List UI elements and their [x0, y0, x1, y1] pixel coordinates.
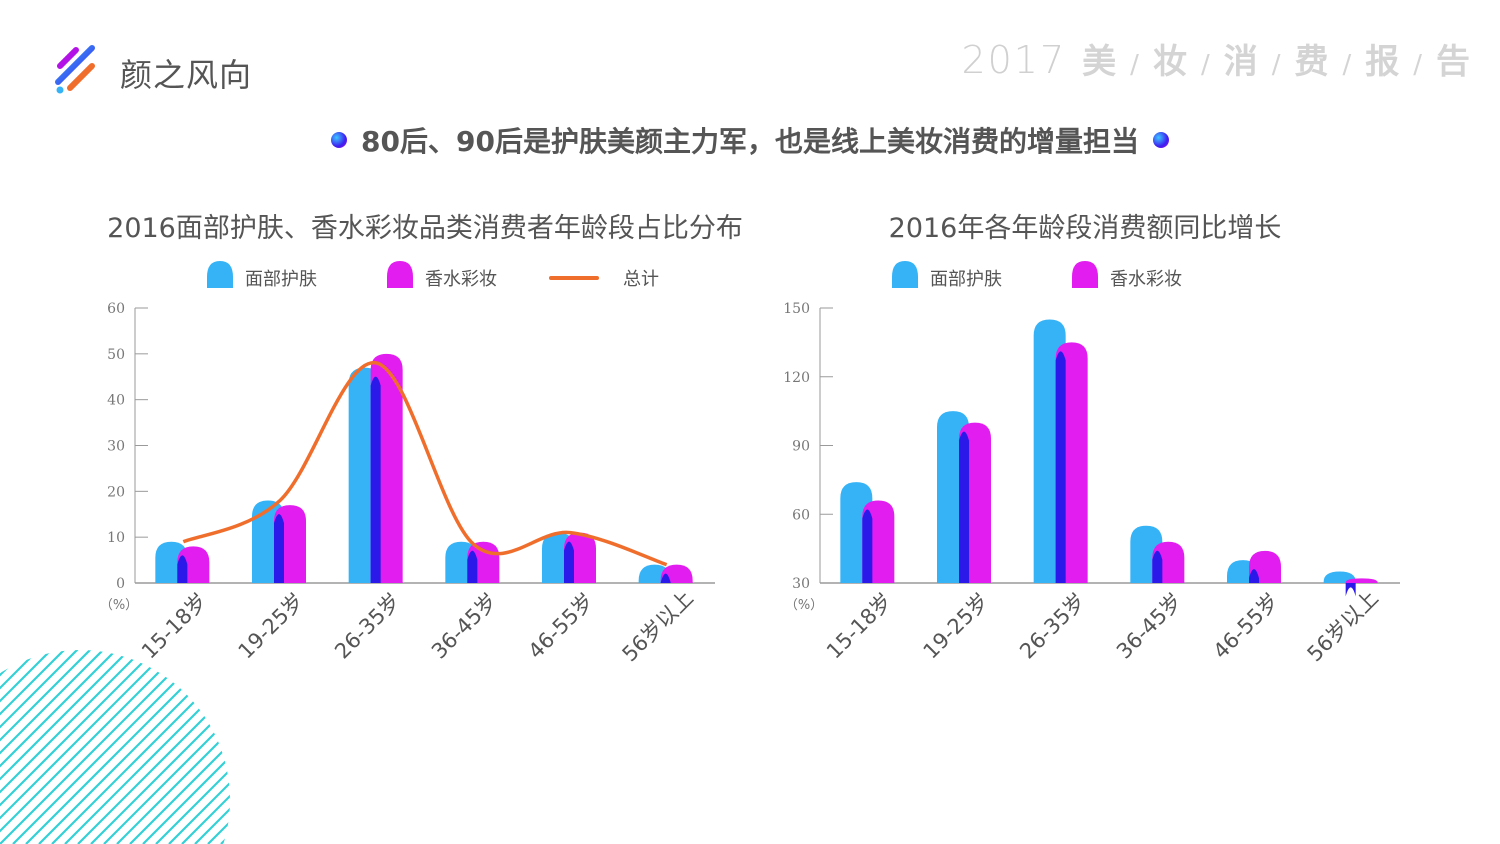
report-title-char: 报: [1365, 42, 1402, 82]
bar-overlap: [1152, 550, 1163, 583]
x-tick-label: 26-35岁: [1015, 589, 1090, 664]
bar-overlap: [1345, 583, 1356, 597]
bar-makeup: [1345, 578, 1378, 583]
x-tick-label: 19-25岁: [234, 589, 309, 664]
y-tick-label: 150: [783, 301, 810, 317]
y-tick-label: 90: [792, 439, 810, 455]
legend-swatch: [387, 261, 413, 288]
x-tick-label: 36-45岁: [1112, 589, 1187, 664]
y-tick-label: 20: [107, 484, 125, 500]
bar-overlap: [467, 550, 478, 583]
legend-label: 面部护肤: [245, 269, 317, 290]
y-tick-label: 40: [107, 393, 125, 409]
report-year: 2017: [961, 38, 1067, 82]
bar-overlap: [177, 555, 188, 583]
chart-title: 2016年各年龄段消费额同比增长: [889, 213, 1282, 244]
bar-skin: [1323, 571, 1356, 583]
y-tick-label: 30: [107, 439, 125, 455]
legend-label: 面部护肤: [930, 269, 1002, 290]
decorative-stripes: [0, 650, 230, 844]
bar-overlap: [660, 573, 671, 583]
unit-label: （%）: [100, 598, 138, 613]
legend-label: 总计: [623, 269, 659, 290]
report-title: 2017 美 / 妆 / 消 / 费 / 报 / 告: [961, 34, 1472, 83]
report-title-char: 告: [1436, 42, 1472, 82]
x-tick-label: 26-35岁: [330, 589, 405, 664]
x-tick-label: 19-25岁: [919, 589, 994, 664]
x-tick-label: 46-55岁: [1209, 589, 1284, 664]
y-tick-label: 60: [792, 507, 810, 523]
y-tick-label: 120: [783, 370, 810, 386]
bar-overlap: [274, 514, 284, 583]
legend-swatch: [207, 261, 233, 288]
x-tick-label: 56岁以上: [618, 586, 698, 666]
report-title-char: 美: [1082, 42, 1119, 82]
report-title-char: 妆: [1152, 42, 1189, 82]
unit-label: （%）: [785, 598, 823, 613]
y-tick-label: 10: [107, 530, 125, 546]
bullet-dot-icon: [1152, 132, 1169, 148]
bar-overlap: [862, 509, 873, 583]
chart-title: 2016面部护肤、香水彩妆品类消费者年龄段占比分布: [107, 213, 743, 244]
x-tick-label: 56岁以上: [1303, 586, 1383, 666]
y-tick-label: 50: [107, 347, 125, 363]
x-tick-label: 46-55岁: [524, 589, 599, 664]
y-tick-label: 60: [107, 301, 125, 317]
x-tick-label: 15-18岁: [822, 589, 897, 664]
legend-swatch: [892, 261, 918, 288]
brand-logo-icon: [55, 45, 95, 94]
bar-overlap: [1055, 351, 1066, 583]
report-title-char: 消: [1223, 42, 1260, 82]
y-tick-label: 0: [116, 576, 125, 592]
legend-label: 香水彩妆: [1110, 269, 1182, 290]
brand-name: 颜之风向: [120, 56, 253, 94]
x-tick-label: 36-45岁: [427, 589, 502, 664]
report-title-char: 费: [1294, 42, 1331, 82]
bullet-dot-icon: [331, 132, 348, 148]
legend-swatch: [1072, 261, 1098, 288]
headline-text: 80后、90后是护肤美颜主力军，也是线上美妆消费的增量担当: [361, 125, 1139, 158]
y-tick-label: 30: [792, 576, 810, 592]
total-line: [182, 361, 668, 567]
legend-label: 香水彩妆: [425, 269, 497, 290]
headline: 80后、90后是护肤美颜主力军，也是线上美妆消费的增量担当: [0, 118, 1500, 162]
bar-overlap: [370, 376, 381, 583]
bar-overlap: [959, 431, 969, 583]
bar-overlap: [564, 541, 574, 583]
bar-overlap: [1249, 569, 1259, 583]
